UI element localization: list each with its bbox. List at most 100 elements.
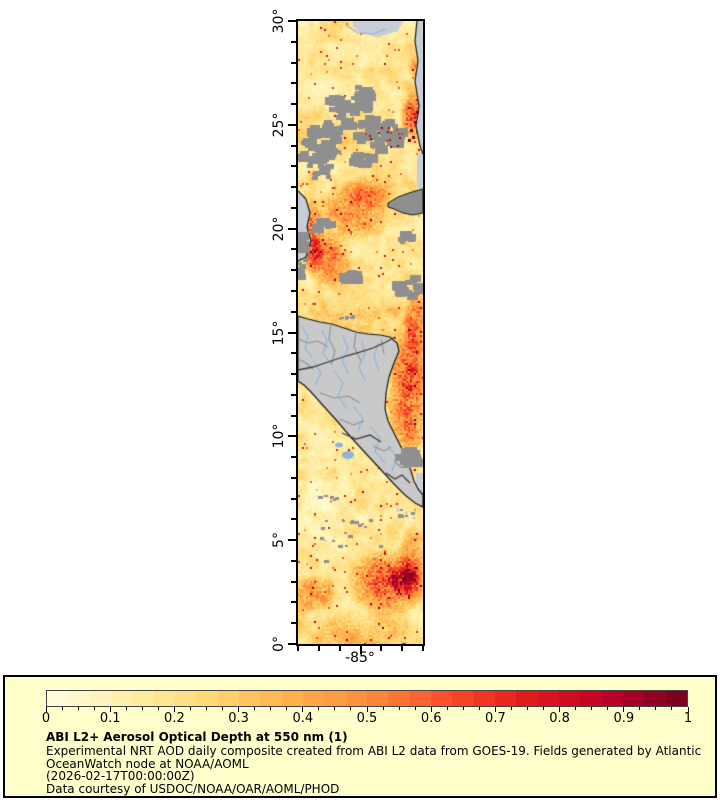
map-plot-frame bbox=[296, 19, 425, 646]
legend-line-1: Experimental NRT AOD daily composite cre… bbox=[46, 744, 702, 758]
legend-panel: 0 0.1 0.2 0.3 0.4 0.5 0.6 0.7 0.8 0.9 1 ABI L2+ Ae… bbox=[3, 675, 717, 798]
cb-minor-tick bbox=[382, 707, 384, 710]
lat-tick-label: 5° bbox=[271, 532, 287, 549]
lat-tick bbox=[291, 144, 296, 147]
cb-minor-tick bbox=[398, 707, 400, 710]
cb-major-tick bbox=[302, 707, 304, 712]
colorbar-block bbox=[196, 691, 218, 706]
colorbar-block bbox=[89, 691, 111, 706]
colorbar-block bbox=[366, 691, 389, 706]
cb-minor-tick bbox=[607, 707, 609, 710]
lat-tick bbox=[291, 559, 296, 562]
lat-tick-label: 0° bbox=[271, 636, 287, 652]
colorbar-block bbox=[260, 691, 282, 706]
colorbar-block bbox=[644, 691, 666, 706]
cb-minor-tick bbox=[141, 707, 143, 710]
lat-tick bbox=[291, 82, 296, 85]
colorbar-block bbox=[537, 691, 559, 706]
lat-tick bbox=[291, 269, 296, 272]
colorbar-block bbox=[153, 691, 175, 706]
cb-minor-tick bbox=[206, 707, 207, 710]
cb-major-tick bbox=[623, 707, 625, 712]
colorbar-block bbox=[302, 691, 325, 706]
cb-major-tick bbox=[173, 707, 175, 712]
colorbar-block bbox=[174, 691, 197, 706]
cb-tick-label: 0 bbox=[41, 711, 51, 726]
lat-tick-label: 25° bbox=[271, 112, 287, 138]
cb-minor-tick bbox=[270, 707, 272, 710]
colorbar-block bbox=[388, 691, 410, 706]
cb-major-tick bbox=[430, 707, 432, 712]
colorbar-block bbox=[580, 691, 602, 706]
lat-tick bbox=[291, 248, 296, 251]
lon-tick bbox=[317, 646, 320, 651]
cb-minor-tick bbox=[655, 707, 657, 710]
cb-tick-label: 0.9 bbox=[613, 711, 635, 726]
lat-tick bbox=[291, 373, 296, 376]
lat-tick bbox=[291, 206, 296, 209]
lat-tick bbox=[288, 20, 296, 22]
lat-tick bbox=[291, 601, 296, 604]
lat-tick-label: 10° bbox=[271, 423, 287, 449]
colorbar-block bbox=[217, 691, 239, 706]
lon-tick bbox=[380, 646, 383, 651]
cb-minor-tick bbox=[462, 707, 464, 710]
cb-minor-tick bbox=[671, 707, 673, 710]
lat-tick bbox=[288, 643, 296, 645]
colorbar bbox=[46, 690, 688, 707]
lat-tick bbox=[291, 103, 296, 106]
cb-minor-tick bbox=[189, 707, 191, 710]
lat-tick bbox=[291, 310, 296, 313]
cb-minor-tick bbox=[591, 707, 593, 710]
legend-title: ABI L2+ Aerosol Optical Depth at 550 nm … bbox=[46, 730, 348, 744]
colorbar-block bbox=[238, 691, 261, 706]
lat-tick bbox=[288, 539, 296, 542]
cb-tick-label: 0.8 bbox=[549, 711, 570, 726]
lat-tick bbox=[288, 435, 296, 438]
lon-tick bbox=[338, 646, 341, 651]
cb-major-tick bbox=[109, 707, 111, 712]
colorbar-block bbox=[110, 691, 133, 706]
lat-tick-label: 30° bbox=[271, 8, 287, 34]
colorbar-block bbox=[558, 691, 581, 706]
lat-tick bbox=[291, 165, 296, 168]
cb-tick-label: 0.3 bbox=[228, 711, 249, 726]
lat-tick bbox=[291, 393, 296, 396]
cb-minor-tick bbox=[61, 707, 63, 710]
cb-minor-tick bbox=[575, 707, 577, 710]
lat-tick bbox=[291, 414, 296, 417]
cb-minor-tick bbox=[318, 707, 320, 710]
lon-tick bbox=[359, 646, 362, 654]
cb-minor-tick bbox=[414, 707, 416, 710]
colorbar-block bbox=[622, 691, 645, 706]
cb-minor-tick bbox=[286, 707, 288, 710]
lat-tick bbox=[291, 289, 296, 292]
cb-minor-tick bbox=[334, 707, 336, 710]
colorbar-block bbox=[430, 691, 453, 706]
cb-major-tick bbox=[559, 707, 561, 712]
cb-minor-tick bbox=[254, 707, 256, 710]
colorbar-block bbox=[409, 691, 431, 706]
lat-tick bbox=[291, 352, 296, 355]
legend-line-2: OceanWatch node at NOAA/AOML bbox=[46, 756, 249, 771]
colorbar-block bbox=[601, 691, 623, 706]
lat-tick-label: 20° bbox=[271, 216, 287, 242]
cb-minor-tick bbox=[77, 707, 79, 710]
colorbar-block bbox=[132, 691, 154, 706]
lat-tick bbox=[291, 622, 296, 625]
cb-minor-tick bbox=[478, 707, 480, 710]
cb-minor-tick bbox=[157, 707, 159, 710]
colorbar-block bbox=[47, 691, 69, 706]
lat-tick-label: 15° bbox=[271, 320, 287, 345]
colorbar-block bbox=[324, 691, 346, 706]
cb-minor-tick bbox=[639, 707, 641, 710]
cb-minor-tick bbox=[510, 707, 512, 710]
lat-tick bbox=[291, 580, 296, 583]
colorbar-block bbox=[516, 691, 538, 706]
cb-major-tick bbox=[238, 707, 240, 712]
cb-minor-tick bbox=[543, 707, 545, 710]
cb-major-tick bbox=[494, 707, 496, 712]
cb-tick-label: 1 bbox=[683, 711, 693, 726]
cb-major-tick bbox=[687, 707, 689, 712]
lat-tick bbox=[288, 123, 296, 126]
